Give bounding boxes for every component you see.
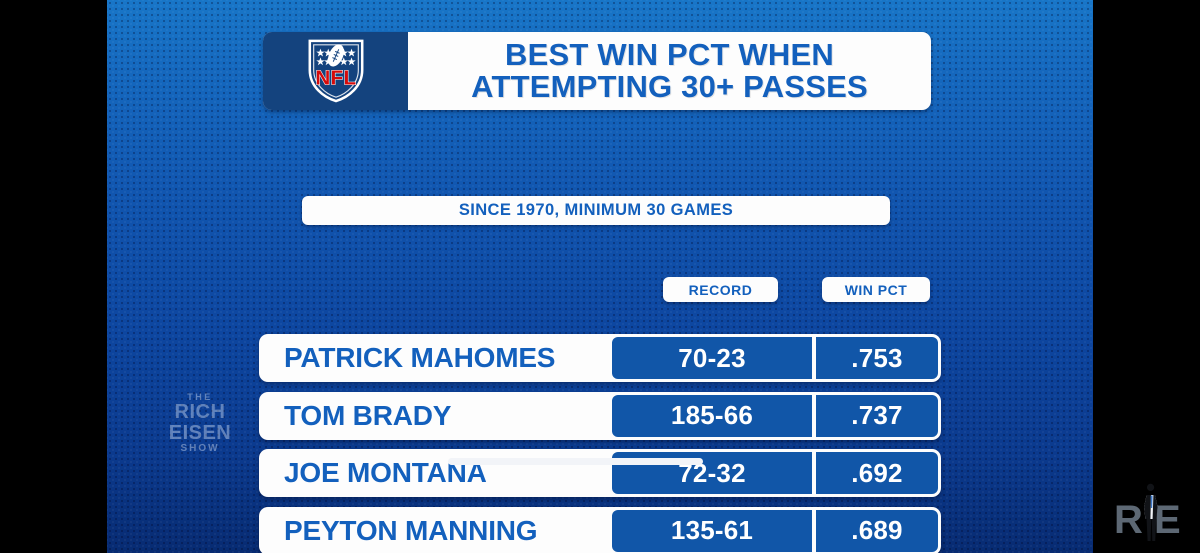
logo-letter-r: R [1114, 498, 1143, 542]
player-name: PATRICK MAHOMES [284, 342, 556, 373]
column-header-record: RECORD [663, 277, 778, 302]
nfl-logo-container: NFL [263, 32, 408, 110]
record-value: 70-23 [612, 337, 812, 379]
row-stats: 135-61 .689 [612, 509, 938, 552]
rich-eisen-show-watermark: THE RICH EISEN SHOW [154, 391, 246, 456]
table-row: PEYTON MANNING 135-61 .689 [259, 506, 941, 553]
winpct-value: .737 [816, 394, 938, 437]
row-stats: 185-66 .737 [612, 394, 938, 437]
watermark-line-eisen: EISEN [168, 422, 232, 445]
table-row: PATRICK MAHOMES 70-23 .753 [259, 334, 941, 382]
player-name: PEYTON MANNING [284, 514, 538, 546]
player-name: TOM BRADY [284, 399, 452, 431]
nfl-wordmark-text: NFL [315, 68, 356, 90]
subtitle-bar: SINCE 1970, MINIMUM 30 GAMES [302, 196, 890, 225]
leaderboard-rows: PATRICK MAHOMES 70-23 .753 TOM BRADY 185… [259, 334, 941, 553]
record-value: 185-66 [612, 394, 812, 437]
column-header-row: RECORD WIN PCT [107, 277, 1093, 302]
video-progress-bar[interactable] [448, 458, 703, 465]
nfl-shield-icon: NFL [308, 39, 363, 103]
row-stats: 70-23 .753 [612, 337, 938, 379]
watermark-line-rich: RICH [174, 401, 226, 424]
row-stats: 72-32 .692 [612, 452, 938, 494]
logo-letter-e: E [1154, 498, 1181, 542]
table-row: JOE MONTANA 72-32 .692 [259, 449, 941, 497]
title-line-1: BEST WIN PCT WHEN [505, 37, 834, 73]
title-line-2: ATTEMPTING 30+ PASSES [471, 69, 868, 104]
table-row: TOM BRADY 185-66 .737 [259, 391, 941, 440]
watermark-line-show: SHOW [180, 443, 220, 455]
broadcast-graphic-panel: NFL BEST WIN PCT WHEN ATTEMPTING 30+ PAS… [107, 0, 1093, 553]
suited-man-silhouette [1144, 483, 1158, 541]
watermark-line-the: THE [187, 391, 213, 402]
title-text: BEST WIN PCT WHEN ATTEMPTING 30+ PASSES [408, 32, 931, 110]
title-bar: NFL BEST WIN PCT WHEN ATTEMPTING 30+ PAS… [263, 32, 931, 110]
column-header-winpct: WIN PCT [822, 277, 930, 302]
winpct-value: .692 [816, 452, 938, 494]
winpct-value: .689 [816, 509, 938, 552]
re-show-logo-icon: R E [1114, 483, 1181, 542]
winpct-value: .753 [816, 337, 938, 379]
record-value: 135-61 [612, 509, 812, 552]
